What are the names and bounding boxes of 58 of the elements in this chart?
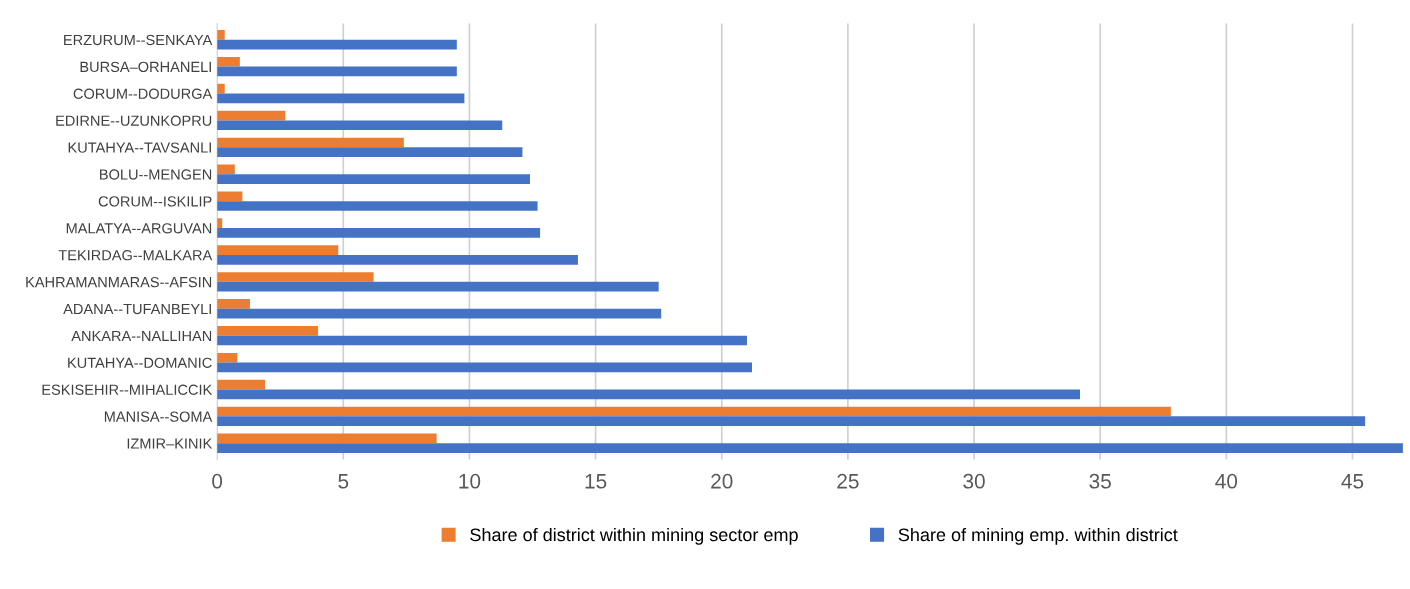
- bar: [217, 30, 225, 40]
- bar: [217, 201, 538, 211]
- bar: [217, 308, 662, 319]
- bar: [217, 56, 240, 67]
- y-tick-label: IZMIR–KINIK: [127, 438, 213, 449]
- bar: [217, 174, 530, 184]
- bar: [217, 416, 1366, 427]
- bar: [217, 245, 339, 255]
- y-tick-label: CORUM--DODURGA: [73, 88, 213, 99]
- x-tick-label: 5: [338, 474, 349, 489]
- legend-label: Share of mining emp. within district: [898, 527, 1178, 545]
- bar: [217, 137, 404, 148]
- x-tick-label: 0: [212, 473, 223, 489]
- bar: [217, 281, 659, 292]
- y-tick-label: CORUM--ISKILIP: [98, 196, 212, 207]
- bar: [217, 272, 374, 282]
- bar: [217, 299, 250, 309]
- bar: [217, 254, 578, 265]
- y-tick-label: ERZURUM--SENKAYA: [64, 34, 213, 46]
- bar: [217, 228, 541, 238]
- y-tick-label: KUTAHYA--TAVSANLI: [68, 142, 211, 153]
- bar: [217, 443, 1403, 453]
- x-tick-label: 20: [711, 473, 733, 489]
- x-tick-label: 30: [963, 473, 985, 489]
- y-tick-label: ADANA--TUFANBEYLI: [63, 304, 211, 315]
- y-tick-label: KUTAHYA--DOMANIC: [68, 357, 212, 368]
- bar: [217, 147, 523, 158]
- bar: [217, 325, 319, 336]
- bar: [217, 93, 465, 104]
- bar: [217, 406, 1171, 417]
- x-tick-label: 25: [837, 473, 859, 489]
- bar: [217, 389, 1081, 400]
- y-tick-label: TEKIRDAG--MALKARA: [58, 250, 213, 261]
- bar: [217, 335, 747, 346]
- x-tick-label: 35: [1089, 473, 1111, 489]
- y-tick-label: ESKISEHIR--MIHALICCIK: [42, 384, 213, 395]
- bar: [217, 433, 437, 444]
- bar: [217, 191, 243, 202]
- y-tick-label: KAHRAMANMARAS--AFSIN: [26, 276, 212, 288]
- x-tick-label: 10: [459, 473, 481, 489]
- bar: [217, 83, 225, 94]
- bar: [217, 362, 753, 373]
- x-tick-label: 45: [1341, 474, 1364, 489]
- y-tick-label: BOLU--MENGEN: [100, 169, 212, 180]
- x-tick-label: 40: [1215, 473, 1238, 489]
- bar: [217, 352, 238, 363]
- bar: [217, 39, 457, 50]
- y-tick-label: MALATYA--ARGUVAN: [66, 223, 212, 234]
- bar: [217, 110, 286, 121]
- bar: [217, 379, 266, 390]
- bar: [217, 120, 503, 131]
- y-tick-label: BURSA–ORHANELI: [80, 61, 211, 73]
- y-tick-label: MANISA--SOMA: [104, 411, 213, 422]
- y-tick-label: EDIRNE--UZUNKOPRU: [56, 115, 212, 126]
- legend-label: Share of district within mining sector emp: [470, 527, 798, 545]
- y-tick-label: ANKARA--NALLIHAN: [71, 330, 212, 341]
- bar: [217, 66, 457, 77]
- x-tick-label: 15: [585, 474, 607, 489]
